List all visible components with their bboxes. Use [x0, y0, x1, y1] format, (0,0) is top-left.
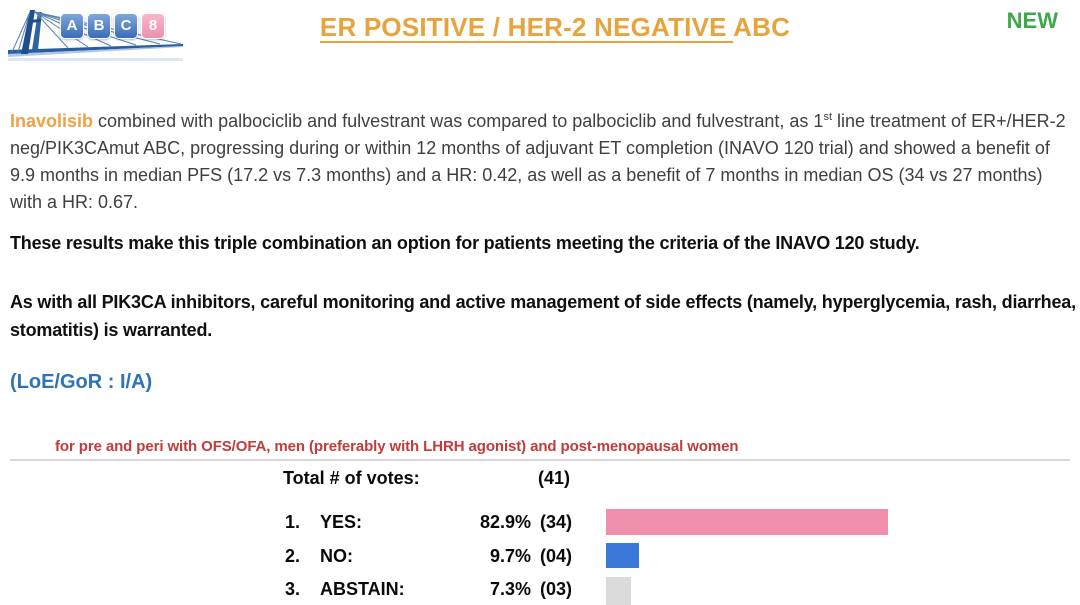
- vote-row-percent: 9.7%: [489, 546, 531, 566]
- logo-tile-b: B: [87, 13, 111, 39]
- vote-bar-abstain: [606, 577, 631, 605]
- slide-title-plain: ABC: [733, 12, 791, 42]
- abc8-logo: A B C 8: [8, 6, 188, 66]
- total-votes-count: (41): [538, 468, 571, 488]
- drug-name: Inavolisib: [10, 111, 94, 131]
- vote-row-count: (03): [540, 579, 573, 599]
- new-badge: NEW: [1006, 8, 1058, 33]
- vote-row-abstain: 3. ABSTAIN: 7.3% (03): [0, 575, 1080, 605]
- loe-gor-label: (LoE/GoR : I/A): [10, 371, 153, 393]
- vote-row-yes: 1. YES: 82.9% (34): [0, 508, 1080, 536]
- vote-bar-yes: [606, 509, 888, 535]
- ordinal-superscript: st: [823, 111, 832, 123]
- vote-row-number: 2.: [285, 546, 301, 566]
- statement-text-1: combined with palbociclib and fulvestran…: [93, 111, 824, 131]
- vote-row-number: 1.: [285, 512, 301, 532]
- logo-tile-c: C: [114, 13, 138, 39]
- vote-row-count: (34): [540, 512, 573, 532]
- statement-text-2: line treatment of ER+/HER-2 neg/PIK3CAmu…: [10, 111, 1066, 212]
- vote-row-label: YES:: [320, 512, 363, 532]
- slide-title: ER POSITIVE / HER-2 NEGATIVE ABC: [60, 12, 1050, 43]
- abc8-letter-tiles: A B C 8: [60, 13, 165, 39]
- vote-row-label: ABSTAIN:: [320, 579, 405, 599]
- vote-row-number: 3.: [285, 579, 301, 599]
- vote-row-no: 2. NO: 9.7% (04): [0, 542, 1080, 570]
- vote-row-percent: 7.3%: [489, 579, 531, 599]
- logo-tile-a: A: [60, 13, 84, 39]
- statement-paragraph: Inavolisib combined with palbociclib and…: [10, 104, 1074, 216]
- conclusion-paragraph: These results make this triple combinati…: [10, 233, 920, 253]
- vote-row-percent: 82.9%: [479, 512, 531, 532]
- vote-bar-no: [606, 543, 639, 568]
- slide-title-underlined: ER POSITIVE / HER-2 NEGATIVE: [319, 12, 734, 42]
- vote-row-count: (04): [540, 546, 573, 566]
- section-divider: [10, 459, 1070, 461]
- population-note: for pre and peri with OFS/OFA, men (pref…: [55, 438, 739, 455]
- vote-row-label: NO:: [320, 546, 353, 566]
- safety-paragraph: As with all PIK3CA inhibitors, careful m…: [10, 292, 1076, 340]
- total-votes-label: Total # of votes:: [283, 468, 420, 488]
- logo-tile-8: 8: [141, 13, 165, 39]
